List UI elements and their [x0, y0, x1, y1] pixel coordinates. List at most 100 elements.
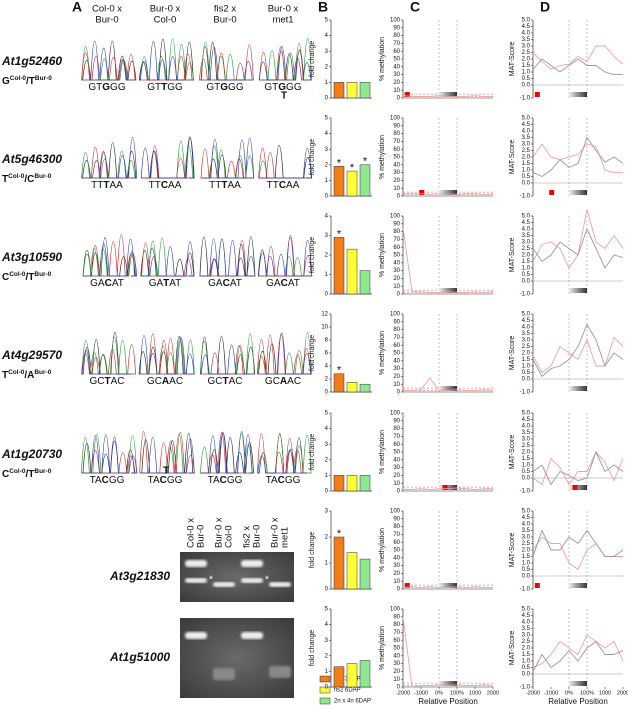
sequence: TACGG: [266, 475, 301, 486]
sequence: TTCAA: [267, 180, 300, 191]
gel-lane-label: fis2 x: [242, 526, 253, 548]
y-tick-label: 0: [397, 685, 401, 691]
gel-lane-label: met1: [280, 527, 291, 548]
column-header: met1: [272, 15, 293, 26]
snp-part: Col-0: [9, 468, 26, 475]
sequence: GTGGG: [88, 82, 125, 93]
y-axis-label: MAT-Score: [509, 435, 516, 470]
sequence-part: GT: [88, 82, 102, 93]
gel-band: [185, 632, 207, 639]
y-axis-label: % methylation: [379, 626, 386, 670]
y-tick-label: 3: [325, 147, 329, 153]
y-tick-label: 40: [393, 358, 400, 364]
gene-body-box: [569, 190, 587, 195]
y-tick-label: 3: [325, 49, 329, 55]
snp-part: Bur-0: [35, 75, 52, 82]
y-tick-label: 2.5: [522, 148, 531, 154]
gel-band: [241, 578, 263, 583]
significance-mark: *: [363, 156, 368, 168]
sequence-part: AA: [109, 180, 123, 191]
snp-label: GCol-0/TBur-0: [2, 75, 52, 87]
y-tick-label: -1.0: [520, 587, 531, 593]
column-header: Col-0: [154, 15, 177, 26]
data-line: [532, 634, 624, 668]
chromatogram-trace: [83, 434, 138, 474]
y-tick-label: 4.5: [522, 24, 531, 30]
sequence-part: GG: [286, 82, 302, 93]
sequence-snp: T: [104, 376, 110, 387]
gene-name: At1g52460: [1, 54, 62, 68]
y-tick-label: 2.5: [522, 541, 531, 547]
y-tick-label: 2: [325, 535, 329, 541]
column-header: Bur-0 x: [150, 4, 181, 15]
y-tick-label: 5: [325, 116, 329, 122]
y-tick-label: 30: [393, 563, 400, 569]
y-tick-label: 1.0: [522, 168, 531, 174]
chromatogram-trace: [258, 46, 312, 81]
y-tick-label: 4: [325, 364, 329, 370]
feature-marker: [549, 190, 555, 195]
feature-marker: [404, 92, 410, 97]
chromatogram-trace: [201, 239, 249, 277]
gene-name: At3g10590: [1, 250, 62, 264]
y-tick-label: 40: [393, 64, 400, 70]
snp-part: C: [2, 272, 9, 283]
y-tick-label: 1.0: [522, 463, 531, 469]
snp-part: Bur-0: [34, 468, 51, 475]
sequence: GACAT: [266, 278, 300, 289]
y-tick-label: 1: [325, 561, 329, 567]
y-tick-label: 4.0: [522, 522, 531, 528]
chromatogram-trace: [81, 336, 131, 375]
gel-mark: *: [209, 575, 213, 586]
bar: [333, 536, 345, 590]
y-tick-label: 5.0: [522, 214, 531, 220]
y-tick-label: 30: [393, 661, 400, 667]
data-line: [403, 487, 493, 490]
sequence-part: GT: [147, 82, 161, 93]
sequence-part: TT: [267, 180, 279, 191]
y-tick-label: 70: [393, 532, 400, 538]
y-tick-label: 3.5: [522, 430, 531, 436]
y-tick-label: 4: [325, 131, 329, 137]
significance-mark: *: [350, 162, 355, 174]
chromatogram-trace: [259, 235, 313, 277]
y-tick-label: 5.0: [522, 411, 531, 417]
bar: [359, 270, 371, 295]
bar: [333, 666, 345, 688]
sequence: GACAT: [208, 278, 242, 289]
y-tick-label: 3.5: [522, 528, 531, 534]
y-tick-label: 5.0: [522, 18, 531, 24]
bar: [333, 237, 345, 295]
sequence-alt: T: [281, 91, 287, 102]
y-tick-label: 70: [393, 434, 400, 440]
y-tick-label: 2.5: [522, 246, 531, 252]
y-tick-label: 3: [325, 509, 329, 515]
sequence: GCAAC: [265, 376, 301, 387]
significance-mark: *: [337, 228, 342, 240]
y-tick-label: 0.0: [522, 377, 531, 383]
gel-band: [269, 666, 291, 678]
sequence-snp: G: [102, 82, 110, 93]
y-axis-label: MAT-Score: [509, 42, 516, 77]
y-tick-label: 3.0: [522, 535, 531, 541]
gene-body-box: [569, 681, 587, 686]
y-tick-label: 20: [393, 571, 400, 577]
y-tick-label: 4.5: [522, 220, 531, 226]
gene-name: At1g20730: [1, 447, 62, 461]
y-tick-label: 2.5: [522, 344, 531, 350]
sequence-snp: C: [160, 475, 167, 486]
y-tick-label: 2: [325, 457, 329, 463]
snp-part: T: [2, 174, 8, 185]
sequence-part: AA: [168, 180, 182, 191]
y-tick-label: 2: [325, 253, 329, 259]
sequence-part: GG: [167, 82, 183, 93]
x-tick-label: -1000: [544, 690, 558, 696]
gel-lane-label: Col-0 x: [186, 518, 197, 548]
sequence-part: GA: [266, 278, 281, 289]
y-tick-label: 1.0: [522, 561, 531, 567]
y-tick-label: 0.0: [522, 279, 531, 285]
y-tick-label: 2.5: [522, 639, 531, 645]
chromatogram-trace: [83, 237, 135, 277]
chromatogram-trace: [201, 138, 255, 179]
data-line: [402, 227, 494, 293]
